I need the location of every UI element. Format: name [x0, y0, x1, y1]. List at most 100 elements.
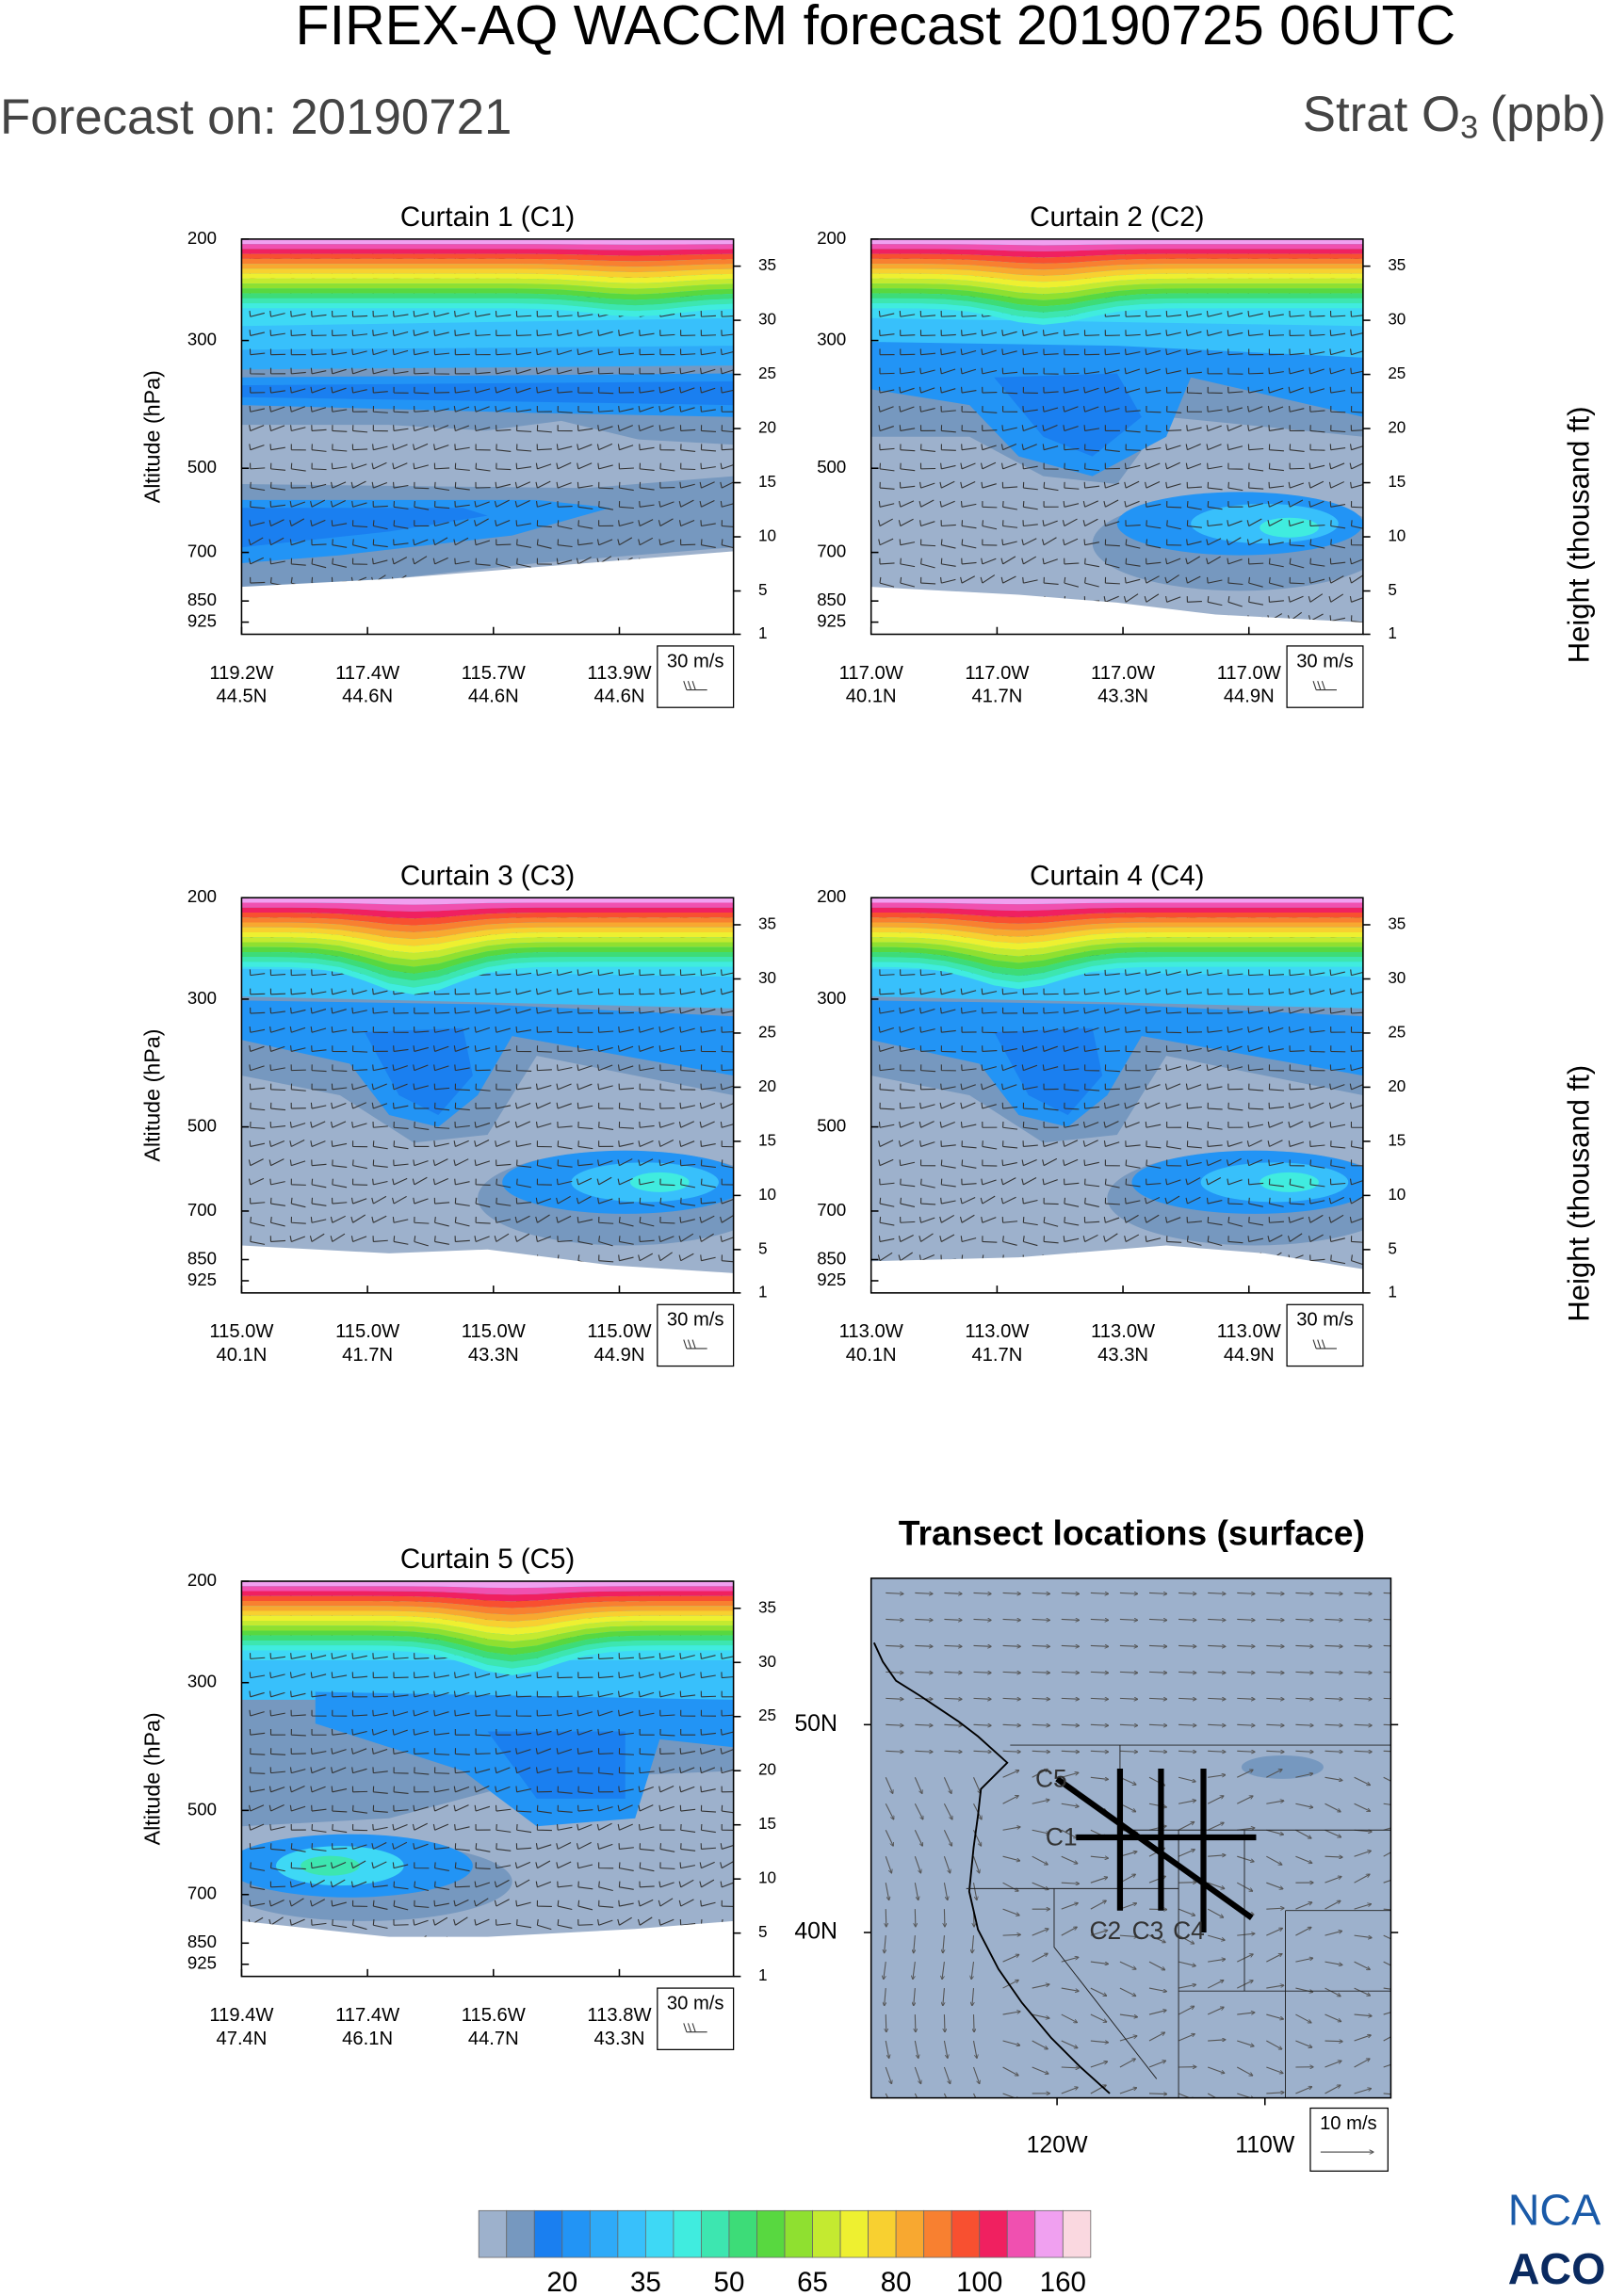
panel-title: Curtain 1 (C1)	[400, 202, 575, 233]
wind-barb	[351, 500, 367, 508]
wind-barb	[618, 1102, 634, 1111]
wind-vector	[1061, 1987, 1079, 1991]
wind-vector	[914, 1777, 921, 1793]
wind-barb	[372, 1178, 388, 1186]
colorbar-box	[728, 2209, 757, 2258]
y2-tick-label: 10	[758, 1186, 776, 1204]
contour-band	[870, 962, 1363, 990]
wind-barb	[249, 1140, 266, 1147]
wind-barb	[721, 1672, 734, 1679]
wind-barb	[474, 1690, 491, 1698]
wind-barb	[536, 386, 552, 394]
wind-barb	[495, 1767, 511, 1774]
wind-barb	[577, 1767, 593, 1774]
wind-barb	[496, 462, 512, 471]
wind-key-barb	[683, 681, 707, 691]
wind-barb	[1104, 367, 1120, 375]
wind-vector	[1061, 1883, 1080, 1884]
wind-barb	[1207, 596, 1223, 606]
wind-barb	[577, 425, 593, 432]
wind-barb	[1247, 1045, 1263, 1052]
wind-barb	[414, 1900, 430, 1908]
wind-barb	[598, 1217, 614, 1224]
wind-barb	[877, 1252, 893, 1262]
wind-barb	[310, 367, 327, 375]
wind-vector	[1178, 1698, 1196, 1699]
y-tick-label: 300	[187, 329, 217, 348]
wind-barb	[310, 1786, 326, 1793]
wind-barb	[1308, 593, 1324, 603]
wind-barb	[639, 1653, 655, 1659]
wind-barb	[516, 425, 532, 432]
wind-barb	[982, 1007, 998, 1014]
wind-vector	[1325, 1856, 1342, 1857]
wind-barb	[1043, 1102, 1059, 1111]
wind-barb	[1247, 1007, 1264, 1014]
wind-barb	[268, 1140, 285, 1147]
wind-barb	[700, 520, 716, 527]
wind-barb	[496, 539, 512, 546]
wind-barb	[598, 1767, 614, 1775]
wind-barb	[699, 1215, 715, 1223]
wind-barb	[1022, 1121, 1038, 1130]
x-tick-label: 44.6N	[468, 687, 519, 707]
wind-barb	[475, 1843, 491, 1852]
wind-barb	[597, 1159, 613, 1167]
wind-barb	[1145, 330, 1162, 336]
wind-barb	[1308, 576, 1325, 584]
wind-barb	[1063, 386, 1080, 394]
wind-vector	[1032, 2040, 1048, 2049]
wind-barb	[919, 348, 936, 356]
wind-barb	[919, 520, 935, 527]
wind-vector	[1178, 1619, 1196, 1620]
wind-barb	[413, 1083, 429, 1091]
wind-barb	[454, 1823, 470, 1831]
wind-barb	[454, 1672, 470, 1679]
wind-barb	[1145, 481, 1161, 489]
wind-barb	[453, 1786, 470, 1793]
wind-barb	[413, 1197, 429, 1205]
wind-barb	[639, 462, 655, 471]
wind-barb	[1165, 311, 1182, 317]
y2-tick-label: 5	[1388, 581, 1397, 599]
wind-barb	[495, 405, 511, 412]
wind-barb	[1289, 539, 1305, 547]
wind-barb	[249, 1843, 266, 1850]
wind-barb	[577, 1122, 593, 1130]
wind-barb	[515, 969, 532, 977]
wind-barb	[1124, 1197, 1141, 1205]
wind-vector	[914, 1988, 916, 2006]
wind-barb	[961, 1045, 977, 1053]
wind-barb	[433, 1709, 449, 1717]
wind-barb	[392, 1862, 409, 1869]
wind-barb	[920, 539, 936, 547]
wind-barb	[311, 330, 327, 336]
wind-barb	[1330, 1027, 1346, 1033]
wind-barb	[1043, 1007, 1059, 1014]
wind-barb	[1308, 480, 1325, 489]
wind-barb	[679, 1102, 695, 1109]
wind-barb	[700, 425, 716, 432]
wind-barb	[1083, 330, 1100, 336]
wind-barb	[1002, 386, 1018, 395]
wind-barb	[1082, 1121, 1099, 1128]
x-tick-label: 117.4W	[335, 2005, 399, 2026]
x-tick-label: 115.7W	[462, 663, 526, 684]
wind-barb	[1186, 539, 1202, 546]
wind-barb	[536, 539, 552, 549]
wind-barb	[432, 1916, 448, 1926]
wind-barb	[515, 1140, 531, 1147]
wind-barb	[393, 1045, 409, 1052]
wind-barb	[961, 1027, 977, 1033]
wind-barb	[1084, 1064, 1100, 1072]
wind-barb	[249, 1653, 266, 1659]
wind-barb	[878, 405, 894, 412]
contour-band	[241, 922, 734, 940]
wind-barb	[658, 518, 674, 526]
wind-barb	[1206, 310, 1223, 317]
contour-band	[241, 1586, 734, 1595]
wind-vector	[1325, 1619, 1342, 1620]
wind-vector	[885, 2040, 888, 2058]
wind-barb	[495, 311, 512, 317]
y2-tick-label: 15	[1388, 1131, 1406, 1149]
